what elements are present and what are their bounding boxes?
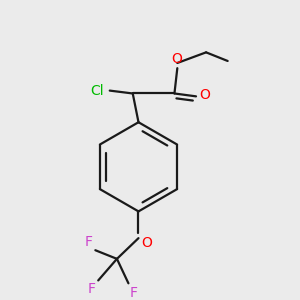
Text: F: F bbox=[85, 235, 93, 249]
Text: F: F bbox=[130, 286, 138, 300]
Text: F: F bbox=[88, 282, 96, 296]
Text: O: O bbox=[200, 88, 210, 102]
Text: O: O bbox=[171, 52, 182, 66]
Text: O: O bbox=[141, 236, 152, 250]
Text: Cl: Cl bbox=[90, 84, 104, 98]
